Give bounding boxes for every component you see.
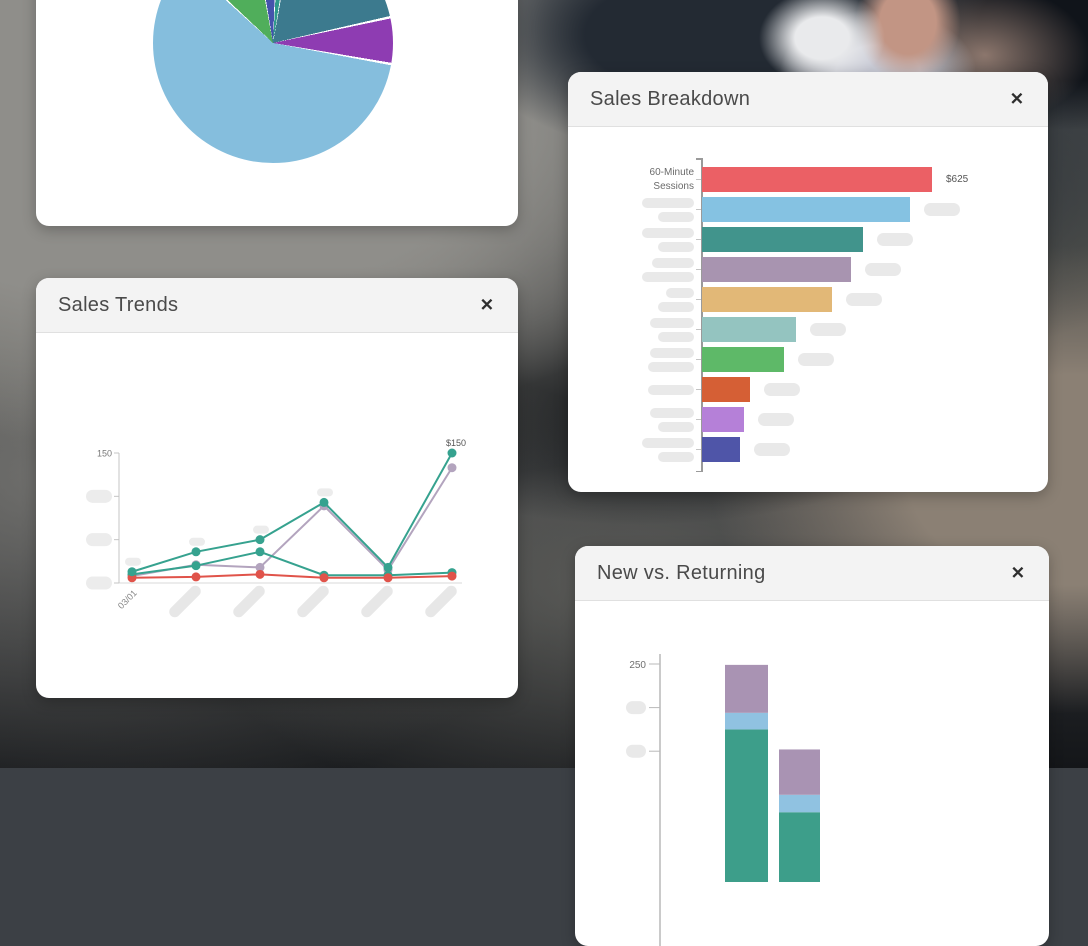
pie-chart — [153, 0, 393, 163]
close-button[interactable]: ✕ — [1002, 87, 1032, 112]
bar — [702, 227, 863, 252]
bar-label-pill — [648, 384, 694, 395]
bar-value-pill — [798, 353, 835, 366]
bar-value-pill — [923, 203, 960, 216]
bar-value-pill — [865, 263, 902, 276]
bar-label-pill — [648, 361, 694, 372]
bar-label-pill — [666, 287, 694, 298]
axis-tick — [696, 238, 701, 241]
axis-tick — [696, 388, 701, 391]
pie-chart-card — [36, 0, 518, 226]
bar-value-pill — [876, 233, 913, 246]
bar — [702, 167, 932, 192]
bar-label-pill — [658, 331, 694, 342]
bar-label: 60-Minute Sessions — [649, 166, 694, 192]
axis-tick — [696, 208, 701, 211]
bar — [702, 197, 910, 222]
sales-breakdown-header: Sales Breakdown ✕ — [568, 72, 1048, 127]
bar-label-pill — [658, 451, 694, 462]
sales-breakdown-title: Sales Breakdown — [590, 87, 751, 110]
bar-value-pill — [845, 293, 882, 306]
bar-value-pill — [763, 383, 800, 396]
close-button[interactable]: ✕ — [1003, 561, 1033, 586]
bar-label-pill — [642, 271, 694, 282]
bar-label-pill — [658, 241, 694, 252]
bar-value-pill — [753, 443, 790, 456]
close-button[interactable]: ✕ — [472, 293, 502, 318]
pie-card-body — [36, 0, 518, 226]
new-vs-returning-card: New vs. Returning ✕ 250 — [575, 546, 1049, 946]
new-vs-returning-header: New vs. Returning ✕ — [575, 546, 1049, 601]
bar-label-pill — [650, 407, 694, 418]
bar-label-pill — [642, 227, 694, 238]
axis-tick — [696, 178, 701, 181]
axis-tick — [696, 268, 701, 271]
axis-tick — [696, 328, 701, 331]
bar — [702, 347, 785, 372]
new-vs-returning-title: New vs. Returning — [597, 561, 766, 584]
bar-label-pill — [658, 301, 694, 312]
bar-value-label: $625 — [946, 173, 969, 185]
bar — [702, 407, 744, 432]
bar-label-pill — [658, 211, 694, 222]
bar — [702, 257, 852, 282]
bar-axis-serif-bottom — [696, 470, 702, 472]
axis-tick — [696, 448, 701, 451]
bar-label-pill — [650, 317, 694, 328]
sales-trends-chart — [36, 332, 518, 698]
bar-value-pill — [809, 323, 846, 336]
bar-label-pill — [642, 437, 694, 448]
bar — [702, 377, 750, 402]
bar-label-pill — [642, 197, 694, 208]
sales-trends-header: Sales Trends ✕ — [36, 278, 518, 333]
axis-tick — [696, 358, 701, 361]
sales-trends-title: Sales Trends — [58, 293, 179, 316]
bar-value-pill — [757, 413, 794, 426]
bar-axis-serif-top — [696, 158, 702, 160]
bar — [702, 317, 796, 342]
bar-axis — [701, 158, 703, 472]
new-vs-returning-chart — [575, 602, 1049, 946]
bar-label-pill — [650, 347, 694, 358]
bar — [702, 437, 740, 462]
sales-breakdown-card: Sales Breakdown ✕ 60-Minute Sessions $625 — [568, 72, 1048, 492]
axis-tick — [696, 298, 701, 301]
bar-label-pill — [658, 421, 694, 432]
sales-trends-card: Sales Trends ✕ 150 03/01 $150 — [36, 278, 518, 698]
bar — [702, 287, 832, 312]
bar-label-pill — [652, 257, 694, 268]
axis-tick — [696, 418, 701, 421]
